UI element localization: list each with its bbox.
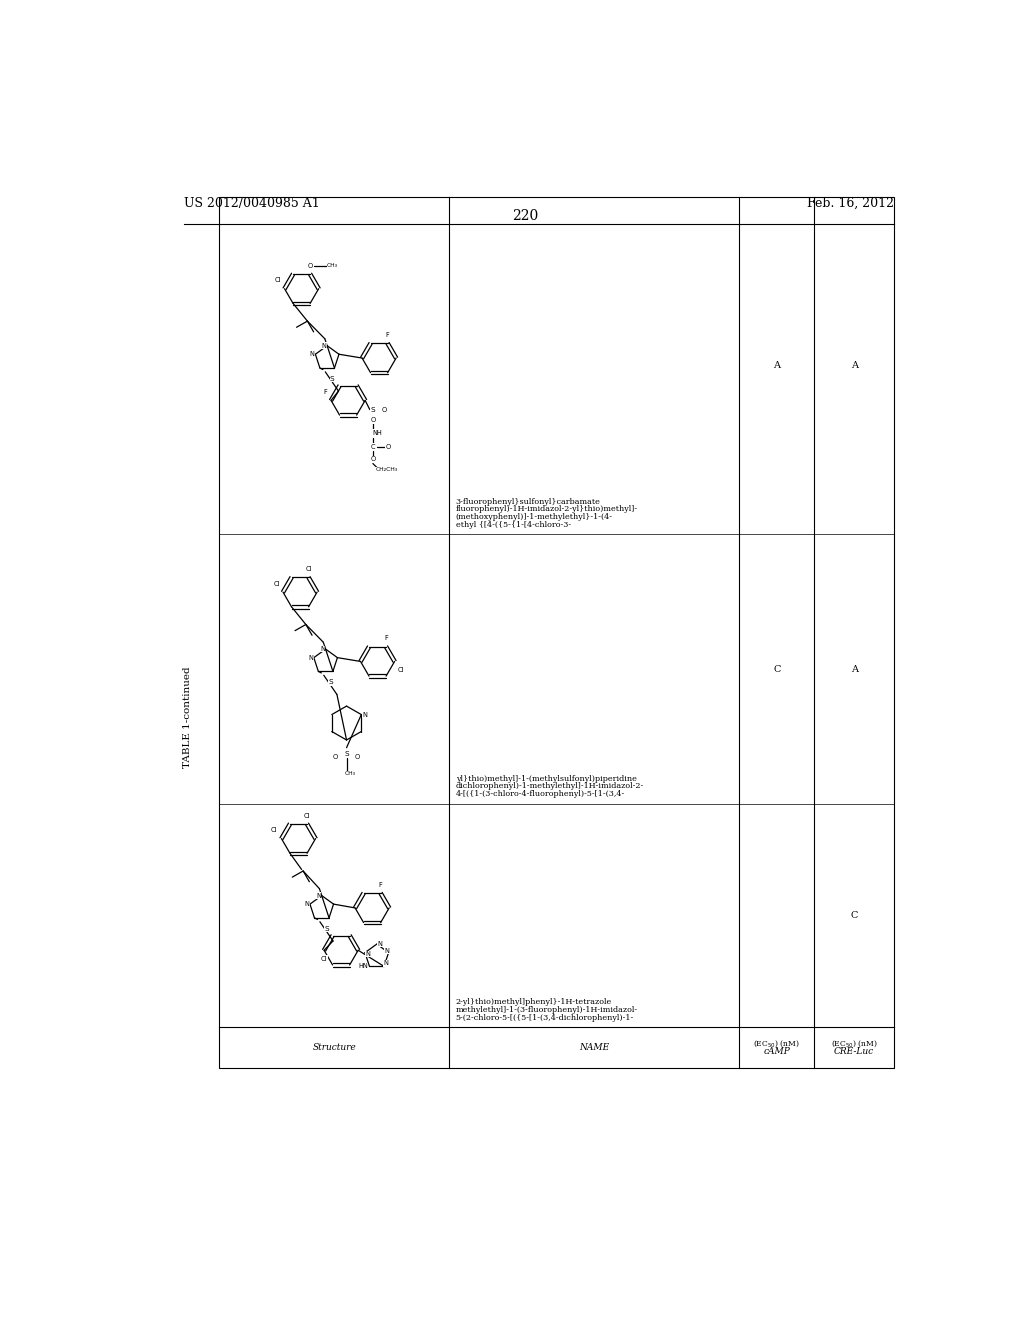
Text: C: C: [851, 911, 858, 920]
Text: S: S: [330, 376, 335, 381]
Text: Cl: Cl: [275, 277, 282, 284]
Text: N: N: [378, 941, 382, 948]
Text: N: N: [366, 952, 371, 957]
Text: Cl: Cl: [321, 956, 328, 962]
Text: Structure: Structure: [312, 1043, 356, 1052]
Text: O: O: [354, 754, 360, 760]
Text: O: O: [386, 444, 391, 450]
Text: N: N: [383, 961, 388, 966]
Text: 220: 220: [512, 209, 538, 223]
Text: N: N: [310, 351, 314, 358]
Text: NAME: NAME: [580, 1043, 609, 1052]
Text: A: A: [773, 362, 780, 370]
Text: O: O: [371, 417, 376, 424]
Text: N: N: [385, 948, 389, 954]
Text: N: N: [316, 892, 322, 899]
Text: cAMP: cAMP: [764, 1047, 791, 1056]
Text: O: O: [333, 754, 338, 760]
Text: 5-(2-chloro-5-[({5-[1-(3,4-dichlorophenyl)-1-: 5-(2-chloro-5-[({5-[1-(3,4-dichloropheny…: [456, 1014, 634, 1022]
Text: CH₃: CH₃: [327, 263, 338, 268]
Text: N: N: [322, 343, 327, 348]
Text: N: N: [304, 902, 309, 907]
Text: 2-yl}thio)methyl]phenyl}-1H-tetrazole: 2-yl}thio)methyl]phenyl}-1H-tetrazole: [456, 998, 612, 1006]
Text: O: O: [307, 263, 312, 269]
Bar: [219, 197, 894, 1068]
Text: US 2012/0040985 A1: US 2012/0040985 A1: [183, 197, 319, 210]
Text: C: C: [773, 665, 780, 673]
Text: Cl: Cl: [304, 813, 310, 818]
Text: fluorophenyl)-1H-imidazol-2-yl}thio)methyl]-: fluorophenyl)-1H-imidazol-2-yl}thio)meth…: [456, 506, 638, 513]
Text: O: O: [371, 455, 376, 462]
Text: 3-fluorophenyl}sulfonyl}carbamate: 3-fluorophenyl}sulfonyl}carbamate: [456, 498, 601, 506]
Text: F: F: [379, 882, 383, 888]
Text: CH₃: CH₃: [344, 771, 355, 776]
Text: S: S: [325, 925, 329, 932]
Text: TABLE 1-continued: TABLE 1-continued: [183, 667, 193, 768]
Text: S: S: [344, 751, 349, 756]
Text: Cl: Cl: [270, 828, 276, 833]
Text: Cl: Cl: [305, 566, 312, 572]
Text: NH: NH: [373, 430, 382, 436]
Text: 4-[({1-(3-chloro-4-fluorophenyl)-5-[1-(3,4-: 4-[({1-(3-chloro-4-fluorophenyl)-5-[1-(3…: [456, 789, 625, 799]
Text: F: F: [386, 331, 389, 338]
Text: CRE-Luc: CRE-Luc: [835, 1047, 874, 1056]
Text: Feb. 16, 2012: Feb. 16, 2012: [807, 197, 894, 210]
Text: A: A: [851, 362, 858, 370]
Text: (EC$_{50}$) (nM): (EC$_{50}$) (nM): [830, 1038, 878, 1048]
Text: Cl: Cl: [397, 667, 404, 673]
Text: (methoxyphenyl)]-1-methylethyl}-1-(4-: (methoxyphenyl)]-1-methylethyl}-1-(4-: [456, 513, 612, 521]
Text: C: C: [371, 444, 375, 450]
Text: Cl: Cl: [273, 581, 280, 586]
Text: O: O: [381, 407, 386, 413]
Text: N: N: [321, 645, 325, 652]
Text: dichlorophenyl)-1-methylethyl]-1H-imidazol-2-: dichlorophenyl)-1-methylethyl]-1H-imidaz…: [456, 783, 644, 791]
Text: yl}thio)methyl]-1-(methylsulfonyl)piperidine: yl}thio)methyl]-1-(methylsulfonyl)piperi…: [456, 775, 637, 783]
Text: (EC$_{50}$) (nM): (EC$_{50}$) (nM): [754, 1038, 801, 1048]
Text: A: A: [851, 665, 858, 673]
Text: N: N: [308, 655, 313, 660]
Text: HN: HN: [358, 964, 369, 969]
Text: methylethyl]-1-(3-fluorophenyl)-1H-imidazol-: methylethyl]-1-(3-fluorophenyl)-1H-imida…: [456, 1006, 638, 1014]
Text: CH₂CH₃: CH₂CH₃: [376, 467, 398, 473]
Text: S: S: [329, 680, 333, 685]
Text: ethyl {[4-({5-{1-[4-chloro-3-: ethyl {[4-({5-{1-[4-chloro-3-: [456, 520, 571, 528]
Text: S: S: [371, 407, 375, 413]
Text: F: F: [323, 389, 327, 395]
Text: N: N: [361, 711, 367, 718]
Text: F: F: [384, 635, 388, 642]
